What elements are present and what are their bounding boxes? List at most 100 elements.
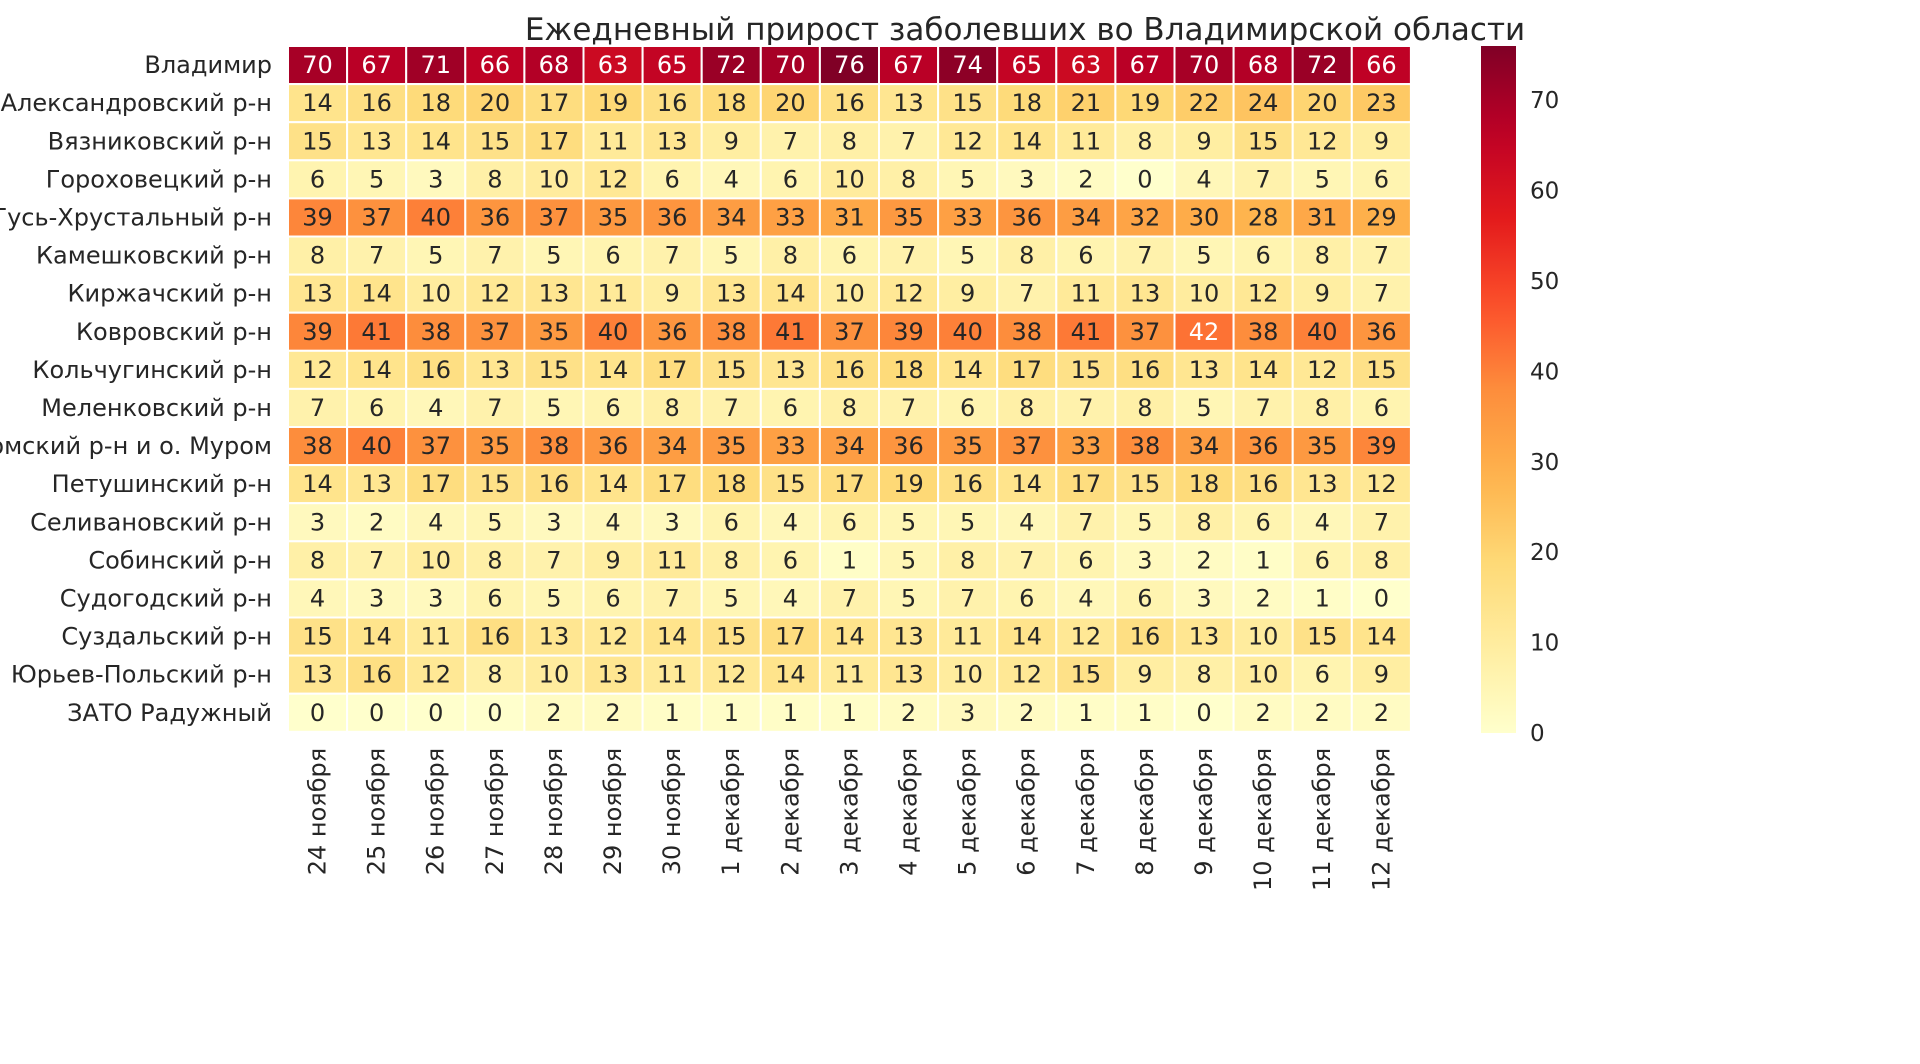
cell-value-label: 8 [842, 394, 857, 422]
heatmap-cell [818, 692, 881, 733]
cell-value-label: 3 [1137, 546, 1152, 574]
cell-value-label: 14 [420, 127, 451, 155]
heatmap-cell [641, 464, 703, 505]
cell-value-label: 6 [724, 508, 739, 536]
cell-value-label: 7 [901, 394, 916, 422]
cell-value-label: 16 [834, 89, 865, 117]
cell-value-label: 7 [1078, 394, 1093, 422]
cell-value-label: 3 [1196, 584, 1211, 612]
cell-value-label: 11 [657, 546, 688, 574]
chart-title: Ежедневный прирост заболевших во Владими… [525, 12, 1525, 48]
cell-value-label: 39 [893, 318, 924, 346]
heatmap-cell [1114, 159, 1176, 200]
heatmap-cell [700, 45, 762, 86]
colorbar-tick-label: 70 [1530, 88, 1559, 114]
cell-value-label: 6 [605, 242, 620, 270]
cell-value-label: 6 [960, 394, 975, 422]
cell-value-label: 7 [1256, 394, 1271, 422]
cell-value-label: 10 [834, 165, 865, 193]
heatmap-cell [759, 349, 821, 390]
row-labels: Владимир Александровский р-н Вязниковский … [0, 51, 272, 727]
cell-value-label: 38 [716, 318, 747, 346]
cell-value-label: 16 [1130, 623, 1161, 651]
cell-value-label: 8 [842, 127, 857, 155]
cell-value-label: 7 [1019, 546, 1034, 574]
heatmap-cell [759, 540, 821, 581]
heatmap-cell [1232, 692, 1294, 733]
cell-value-label: 18 [716, 89, 747, 117]
heatmap-cell [1350, 45, 1412, 86]
cell-value-label: 39 [302, 203, 333, 231]
cell-value-label: 33 [775, 432, 806, 460]
heatmap-cell [464, 654, 526, 695]
heatmap-cell [818, 540, 881, 581]
heatmap-cell [1350, 502, 1412, 543]
heatmap-cell [1291, 273, 1353, 314]
cell-value-label: 2 [1078, 165, 1093, 193]
cell-value-label: 65 [657, 51, 688, 79]
cell-value-label: 38 [1130, 432, 1161, 460]
cell-value-label: 21 [1071, 89, 1102, 117]
cell-value-label: 9 [1315, 280, 1330, 308]
cell-value-label: 9 [665, 280, 680, 308]
cell-value-label: 4 [1078, 584, 1093, 612]
column-label: 4 декабря [895, 748, 923, 876]
cell-value-label: 36 [657, 203, 688, 231]
cell-value-label: 38 [1248, 318, 1279, 346]
cell-value-label: 41 [361, 318, 392, 346]
heatmap-cell [1291, 654, 1353, 695]
column-labels: 24 ноября 25 ноября 26 ноября 27 ноября 28 н… [304, 748, 1396, 891]
heatmap-cell [996, 464, 1058, 505]
cell-value-label: 3 [665, 508, 680, 536]
cell-value-label: 7 [369, 546, 384, 574]
cell-value-label: 5 [724, 242, 739, 270]
heatmap-cell [1173, 578, 1235, 619]
cell-value-label: 5 [1137, 508, 1152, 536]
heatmap-cell [1232, 83, 1294, 124]
cell-value-label: 18 [716, 470, 747, 498]
cell-value-label: 5 [901, 584, 916, 612]
heatmap-cell [818, 387, 881, 428]
cell-value-label: 35 [716, 432, 747, 460]
heatmap-cell [996, 540, 1058, 581]
column-label: 11 декабря [1308, 748, 1336, 891]
cell-value-label: 15 [539, 356, 570, 384]
cell-value-label: 5 [1196, 242, 1211, 270]
cell-value-label: 63 [1071, 51, 1102, 79]
cell-value-label: 36 [893, 432, 924, 460]
cell-value-label: 4 [605, 508, 620, 536]
heatmap-cell [937, 578, 999, 619]
cell-value-label: 9 [1137, 661, 1152, 689]
heatmap-cell [346, 464, 408, 505]
cell-value-label: 0 [428, 699, 443, 727]
cell-value-label: 13 [302, 661, 333, 689]
heatmap-cell [818, 349, 881, 390]
row-label: Муромский р-н и о. Муром [0, 432, 272, 460]
heatmap-cell [405, 540, 467, 581]
cell-value-label: 14 [834, 623, 865, 651]
cell-value-label: 29 [1366, 203, 1397, 231]
heatmap-cell [346, 540, 408, 581]
heatmap-cell [641, 273, 703, 314]
cell-value-label: 2 [901, 699, 916, 727]
cell-value-label: 4 [428, 508, 443, 536]
cell-value-label: 38 [539, 432, 570, 460]
cell-value-label: 1 [1137, 699, 1152, 727]
cell-value-label: 35 [952, 432, 983, 460]
heatmap-cell [937, 45, 999, 86]
heatmap-cell [1232, 159, 1294, 200]
cell-value-label: 31 [834, 203, 865, 231]
column-label: 5 декабря [954, 748, 982, 876]
cell-value-label: 13 [361, 470, 392, 498]
cell-value-label: 1 [783, 699, 798, 727]
cell-value-label: 7 [1256, 165, 1271, 193]
heatmap-cell [759, 159, 821, 200]
cell-value-label: 13 [893, 623, 924, 651]
cell-value-label: 33 [775, 203, 806, 231]
heatmap-cell [523, 464, 585, 505]
heatmap-cell [1350, 159, 1412, 200]
cell-value-label: 13 [657, 127, 688, 155]
cell-value-label: 12 [1307, 356, 1338, 384]
cell-value-label: 13 [716, 280, 747, 308]
cell-value-label: 14 [1366, 623, 1397, 651]
